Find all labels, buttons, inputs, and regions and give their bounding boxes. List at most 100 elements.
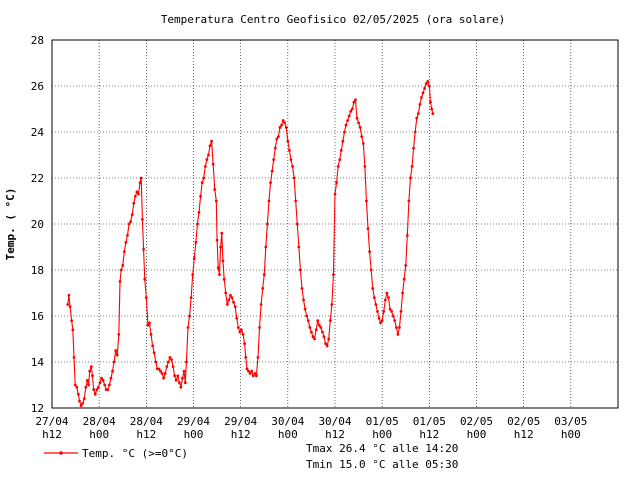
data-point [132,201,136,205]
data-point [339,149,343,152]
data-point [91,374,94,378]
data-point [124,241,128,244]
x-tick-time: h00 [467,428,487,441]
data-point [404,264,408,267]
data-point [79,404,83,408]
data-point [423,86,427,90]
data-point [144,296,148,299]
data-point [112,360,116,364]
data-point [235,316,239,320]
data-point [420,96,423,99]
data-point [262,273,266,276]
data-point [401,291,405,295]
x-tick-date: 29/04 [224,415,257,428]
data-point [93,392,97,396]
data-point [186,326,190,329]
data-point [325,344,329,348]
data-point [177,381,181,385]
data-point [66,303,70,306]
data-point [115,353,119,357]
data-point [129,220,133,224]
data-point [127,222,131,226]
data-point [418,103,422,106]
data-point [210,139,213,143]
x-tick-date: 01/05 [366,415,399,428]
data-point [261,287,265,290]
data-point [148,321,151,325]
data-point [174,379,178,382]
y-tick-label: 26 [31,80,44,93]
data-point [363,165,367,168]
data-point [168,356,172,359]
data-point [402,277,406,281]
data-point [135,190,139,194]
data-point [393,319,397,322]
data-point [350,107,354,111]
data-point [327,337,331,341]
data-point [275,137,279,141]
data-point [357,121,360,125]
data-point [278,126,282,129]
data-point [71,328,75,332]
data-point [118,280,122,283]
data-point [240,328,243,332]
data-point [284,126,288,129]
data-point [429,100,432,104]
y-tick-label: 14 [31,356,45,369]
data-point [365,199,368,203]
data-point [251,374,255,378]
data-point [265,222,269,226]
data-point [336,165,340,168]
data-point [390,310,393,313]
data-point [288,149,291,152]
data-point [253,372,257,375]
legend-label: Temp. °C (>=0°C) [82,447,188,460]
data-point [410,165,414,168]
data-point [407,199,411,203]
data-point [292,176,296,180]
data-point [143,277,147,281]
data-point [259,303,263,306]
x-tick-time: h00 [278,428,298,441]
data-point [78,399,81,403]
data-point [75,385,79,389]
data-point [352,100,356,104]
series-layer [66,80,435,408]
data-point [328,319,332,322]
data-point [114,349,118,352]
y-tick-label: 12 [31,402,44,415]
data-point [67,293,71,297]
data-point [183,381,187,385]
data-point [227,298,231,302]
data-point [126,234,129,237]
data-point [311,335,315,339]
data-point [160,372,164,375]
data-point [335,181,338,185]
data-point [317,323,321,327]
data-point [220,231,224,235]
data-point [162,376,166,380]
data-point [247,369,250,373]
data-point [192,257,196,260]
data-point [82,397,86,401]
data-point [248,372,252,375]
data-point [163,372,167,375]
data-point [281,119,285,122]
data-point [221,259,225,263]
tmin-annotation: Tmin 15.0 °C alle 05:30 [306,458,458,471]
data-point [181,376,184,380]
data-point [142,247,145,251]
data-point [360,135,364,139]
data-point [254,374,258,378]
data-point [121,264,125,267]
data-point [409,176,412,180]
data-point [250,369,254,373]
data-point [100,376,103,380]
data-point [106,388,110,391]
data-point [316,319,320,322]
data-point [98,381,102,385]
data-point [424,82,428,86]
data-point [225,303,229,306]
data-point [229,293,232,297]
data-point [200,181,204,185]
